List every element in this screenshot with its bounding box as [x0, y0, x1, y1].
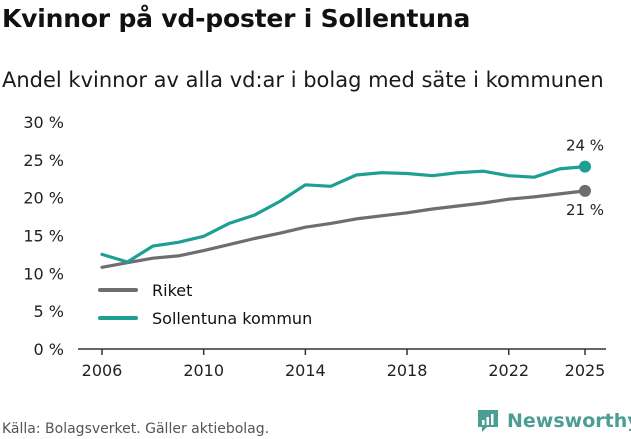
data-point-sollentuna-kommun	[380, 171, 383, 174]
line-chart: 0 %5 %10 %15 %20 %25 %30 % 2006 2010 2014 2…	[23, 113, 606, 380]
data-point-sollentuna-kommun	[202, 235, 205, 238]
x-axis: 2006 2010 2014 2018 2022 2025	[78, 348, 606, 380]
data-point-sollentuna-kommun	[228, 222, 231, 225]
data-point-sollentuna-kommun	[431, 174, 434, 177]
x-tick-label: 2010	[183, 361, 224, 380]
x-tick-label: 2006	[82, 361, 123, 380]
data-point-sollentuna-kommun	[151, 244, 154, 247]
legend: Riket Sollentuna kommun	[98, 281, 312, 328]
data-point-sollentuna-kommun	[507, 174, 510, 177]
y-tick-label: 20 %	[23, 189, 64, 208]
data-point-riket	[202, 249, 205, 252]
data-point-riket	[380, 214, 383, 217]
data-point-riket	[278, 232, 281, 235]
data-point-sollentuna-kommun	[482, 170, 485, 173]
y-tick-label: 30 %	[23, 113, 64, 132]
y-tick-label: 25 %	[23, 151, 64, 170]
data-point-sollentuna-kommun	[329, 185, 332, 188]
y-tick-label: 0 %	[34, 340, 64, 359]
legend-label-riket: Riket	[152, 281, 192, 300]
end-labels: 21 % 24 %	[566, 137, 604, 219]
data-point-sollentuna-kommun	[100, 253, 103, 256]
x-tick-label: 2025	[565, 361, 606, 380]
y-tick-label: 15 %	[23, 227, 64, 246]
end-label-sollentuna-kommun: 24 %	[566, 137, 604, 155]
data-point-riket	[100, 266, 103, 269]
data-point-riket	[355, 217, 358, 220]
x-tick-label: 2018	[387, 361, 428, 380]
data-point-riket	[228, 243, 231, 246]
y-tick-label: 5 %	[34, 302, 64, 321]
y-axis: 0 % 5 % 10 % 15 % 20 % 25 % 30 %	[23, 113, 64, 359]
series-lines	[100, 160, 591, 269]
data-point-sollentuna-kommun	[405, 172, 408, 175]
data-point-sollentuna-kommun	[126, 260, 129, 263]
y-tick-label: 10 %	[23, 264, 64, 283]
brand-logo[interactable]: Newsworthy	[476, 408, 631, 434]
x-tick-label: 2022	[488, 361, 529, 380]
data-point-sollentuna-kommun	[177, 241, 180, 244]
end-label-riket: 21 %	[566, 201, 604, 219]
series-sollentuna-kommun	[100, 160, 591, 264]
end-marker-sollentuna-kommun	[579, 160, 591, 173]
data-point-riket	[558, 192, 561, 195]
data-point-riket	[507, 198, 510, 201]
chart-subtitle: Andel kvinnor av alla vd:ar i bolag med …	[2, 68, 604, 92]
series-riket	[100, 184, 591, 269]
data-point-riket	[456, 204, 459, 207]
legend-label-sollentuna-kommun: Sollentuna kommun	[152, 309, 312, 328]
data-point-sollentuna-kommun	[456, 171, 459, 174]
data-point-sollentuna-kommun	[558, 167, 561, 170]
data-point-riket	[177, 254, 180, 257]
data-point-sollentuna-kommun	[278, 200, 281, 203]
data-point-riket	[151, 257, 154, 260]
series-line-riket	[100, 189, 587, 269]
data-point-riket	[482, 201, 485, 204]
source-note: Källa: Bolagsverket. Gäller aktiebolag.	[2, 421, 270, 437]
series-line-sollentuna-kommun	[100, 165, 587, 264]
data-point-riket	[253, 237, 256, 240]
data-point-riket	[431, 207, 434, 210]
end-marker-riket	[579, 184, 591, 197]
newsworthy-logo-icon	[478, 410, 498, 432]
data-point-sollentuna-kommun	[304, 183, 307, 186]
data-point-riket	[533, 195, 536, 198]
data-point-riket	[405, 211, 408, 214]
data-point-riket	[329, 222, 332, 225]
brand-name: Newsworthy	[507, 410, 631, 432]
chart-title: Kvinnor på vd-poster i Sollentuna	[2, 4, 471, 33]
data-point-sollentuna-kommun	[355, 173, 358, 176]
data-point-sollentuna-kommun	[253, 213, 256, 216]
data-point-riket	[304, 226, 307, 229]
x-tick-label: 2014	[285, 361, 326, 380]
data-point-sollentuna-kommun	[533, 176, 536, 179]
